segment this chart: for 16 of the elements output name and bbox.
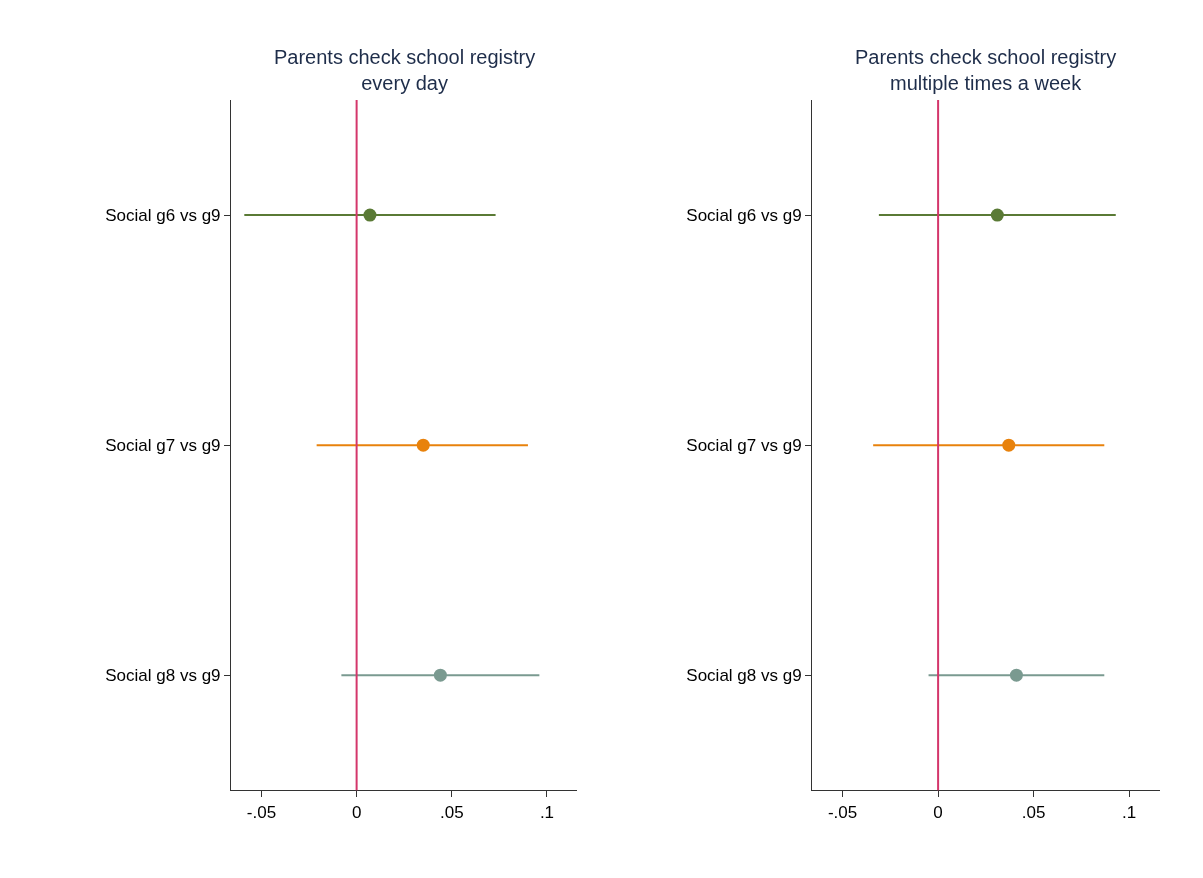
- x-tick-label: .05: [1021, 802, 1046, 822]
- y-tick-label: Social g6 vs g9: [105, 206, 221, 226]
- x-tick-label: .1: [1122, 802, 1137, 822]
- y-tick-label: Social g8 vs g9: [686, 666, 802, 686]
- chart-title: Parents check school registry multiple times a week: [855, 46, 1117, 94]
- x-tick-label: .1: [539, 802, 555, 822]
- y-tick-label: Social g7 vs g9: [105, 436, 221, 456]
- y-tick-label: Social g6 vs g9: [686, 206, 802, 226]
- x-tick-label: -.05: [246, 802, 277, 822]
- y-tick-label: Social g7 vs g9: [686, 436, 802, 456]
- y-tick-label: Social g8 vs g9: [105, 666, 221, 686]
- chart-title: Parents check school registry every day: [274, 46, 536, 94]
- x-tick-label: .05: [439, 802, 464, 822]
- x-tick-label: -.05: [827, 802, 858, 822]
- x-tick-label: 0: [933, 802, 943, 822]
- x-tick-label: 0: [351, 802, 362, 822]
